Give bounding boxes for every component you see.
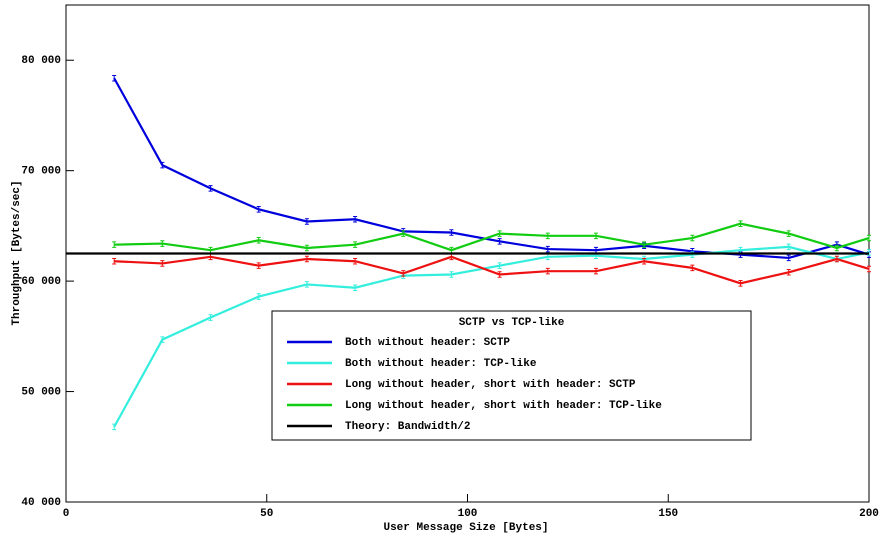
x-tick-label: 50 — [260, 508, 273, 520]
error-bar — [867, 265, 871, 273]
error-bar — [208, 185, 213, 192]
series-line — [114, 255, 870, 285]
series-line — [114, 222, 870, 252]
y-tick-label: 80 000 — [21, 55, 61, 67]
x-tick-label: 150 — [658, 508, 678, 520]
error-bar — [593, 267, 598, 275]
legend-label: Long without header, short with header: … — [345, 379, 636, 391]
y-tick-label: 50 000 — [21, 386, 61, 398]
x-tick-label: 100 — [458, 508, 478, 520]
error-bar — [112, 74, 117, 82]
error-bar — [304, 218, 309, 225]
error-bar — [353, 216, 358, 223]
error-bar — [449, 271, 454, 278]
error-bar — [497, 271, 502, 278]
legend-box — [271, 310, 752, 441]
error-bar — [160, 161, 165, 169]
error-bar — [642, 257, 647, 265]
series-line — [113, 77, 870, 260]
error-bar — [545, 245, 550, 253]
error-bar — [353, 241, 358, 248]
legend-label: Both without header: TCP-like — [345, 358, 537, 370]
y-axis-label: Throughput [Bytes/sec] — [11, 180, 23, 325]
error-bar — [304, 281, 309, 288]
error-bar — [353, 257, 358, 265]
error-bar — [256, 262, 261, 269]
error-bar — [160, 260, 165, 267]
error-bar — [834, 244, 839, 252]
x-axis-label: User Message Size [Bytes] — [383, 522, 548, 534]
legend-label: Theory: Bandwidth/2 — [345, 421, 470, 433]
error-bar — [867, 234, 871, 242]
error-bar — [593, 232, 598, 240]
y-tick-label: 40 000 — [21, 497, 61, 509]
legend-label: Long without header, short with header: … — [345, 400, 662, 412]
error-bar — [353, 284, 358, 291]
legend-title: SCTP vs TCP-like — [459, 317, 565, 329]
error-bar — [112, 423, 117, 431]
error-bar — [401, 270, 406, 277]
error-bar — [786, 230, 791, 237]
error-bar — [738, 220, 743, 227]
error-bar — [786, 243, 791, 251]
x-tick-label: 200 — [859, 508, 879, 520]
error-bar — [449, 229, 454, 236]
error-bar — [834, 255, 839, 263]
error-bar — [208, 314, 213, 321]
error-bar — [786, 254, 791, 262]
error-bar — [497, 230, 502, 237]
error-bar — [160, 240, 165, 247]
x-tick-label: 0 — [63, 508, 70, 520]
error-bar — [497, 262, 502, 269]
error-bar — [256, 206, 261, 213]
error-bar — [642, 241, 647, 248]
error-bar — [112, 257, 117, 265]
error-bar — [401, 230, 406, 237]
error-bar — [545, 232, 550, 240]
error-bar — [304, 255, 309, 263]
y-tick-label: 60 000 — [21, 276, 61, 288]
error-bar — [304, 244, 309, 252]
error-bar — [786, 269, 791, 276]
error-bar — [256, 293, 261, 300]
error-bar — [738, 280, 743, 287]
legend-label: Both without header: SCTP — [345, 337, 510, 349]
error-bar — [160, 336, 165, 343]
error-bar — [497, 238, 502, 245]
error-bar — [690, 264, 695, 272]
error-bar — [112, 241, 117, 248]
y-tick-label: 70 000 — [21, 166, 61, 178]
error-bar — [545, 267, 550, 275]
error-bar — [690, 234, 695, 242]
error-bar — [256, 236, 261, 244]
